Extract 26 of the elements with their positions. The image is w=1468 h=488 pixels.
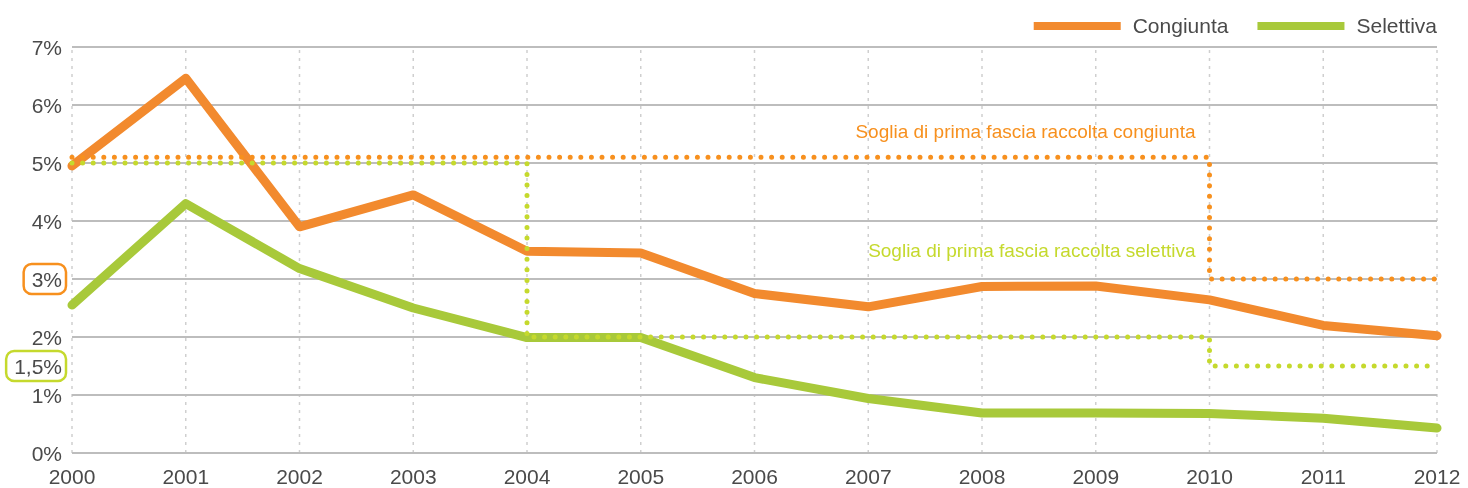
x-tick-label: 2011 (1300, 465, 1346, 488)
x-tick-label: 2010 (1186, 465, 1233, 488)
y-tick-label: 1% (31, 383, 62, 407)
x-tick-label: 2000 (48, 465, 96, 488)
y-tick-label: 0% (31, 441, 62, 465)
x-tick-label: 2012 (1413, 465, 1461, 488)
y-tick-label: 5% (31, 151, 62, 175)
y-tick-label: 1,5% (14, 354, 62, 378)
x-tick-label: 2008 (958, 465, 1006, 488)
y-tick-label: 6% (31, 93, 62, 117)
y-tick-label: 3% (31, 267, 62, 291)
x-tick-label: 2007 (844, 465, 892, 488)
text: Soglia di prima fascia raccolta selettiva (868, 240, 1196, 261)
x-tick-label: 2006 (731, 465, 778, 488)
x-tick-label: 2004 (503, 465, 551, 488)
y-tick-label: 4% (31, 209, 62, 233)
x-tick-label: 2003 (389, 465, 437, 488)
legend-label: Congiunta (1132, 14, 1229, 37)
x-tick-label: 2002 (276, 465, 323, 488)
series-label: Soglia di prima fascia raccolta congiunta (855, 121, 1196, 143)
legend-label: Selettiva (1356, 14, 1438, 37)
y-tick-label: 2% (31, 325, 62, 349)
x-tick-label: 2009 (1072, 465, 1120, 488)
y-tick-label: 7% (31, 35, 62, 59)
x-tick-label: 2001 (162, 465, 210, 488)
x-tick-label: 2005 (617, 465, 665, 488)
